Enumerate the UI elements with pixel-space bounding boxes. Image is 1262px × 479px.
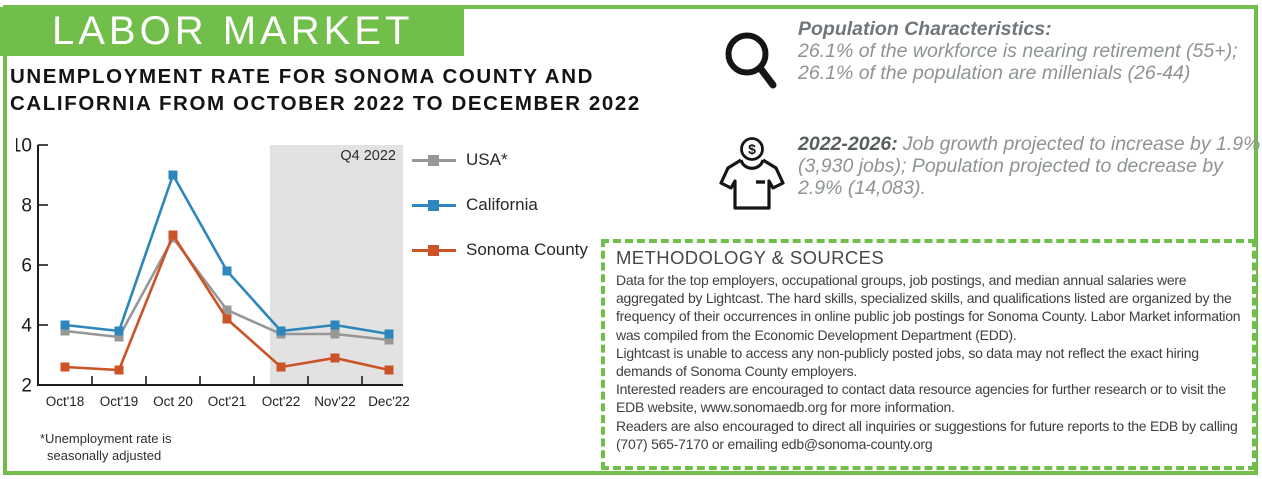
data-point	[114, 326, 124, 336]
methodology-paragraph: Lightcast is unable to access any non-pu…	[616, 344, 1199, 380]
data-point	[60, 362, 70, 372]
x-tick-label: Oct'21	[208, 394, 247, 409]
legend-label: California	[466, 195, 538, 214]
methodology-paragraph: Data for the top employers, occupational…	[616, 272, 1241, 343]
x-tick-label: Oct'22	[262, 394, 301, 409]
methodology-paragraph: Interested readers are encouraged to con…	[616, 381, 1226, 416]
chart-title-line-1: UNEMPLOYMENT RATE FOR SONOMA COUNTY AND	[10, 65, 595, 88]
dollar-glyph: $	[748, 141, 756, 157]
unemployment-line-chart: Q4 2022 2 4 6 8 10 Oct'18 Oct'19 Oct 20 Oct'21 Oct…	[16, 136, 410, 409]
population-heading: Population Characteristics:	[798, 18, 1052, 40]
data-point	[384, 335, 394, 345]
data-point	[60, 326, 70, 336]
data-point	[114, 365, 124, 375]
legend-swatch	[412, 199, 456, 211]
legend-item-usa-: USA*	[412, 150, 588, 169]
y-tick-label: 4	[21, 316, 32, 337]
data-point	[384, 365, 394, 375]
chart-footnote: *Unemployment rate is seasonally adjuste…	[40, 431, 172, 463]
y-tick-label: 2	[21, 376, 32, 397]
methodology-sources-box: METHODOLOGY & SOURCES Data for the top e…	[601, 239, 1256, 470]
projection-section: 2022-2026: Job growth projected to increa…	[798, 133, 1262, 199]
data-point	[60, 320, 70, 330]
chart-title: UNEMPLOYMENT RATE FOR SONOMA COUNTY AND …	[10, 63, 690, 117]
data-point	[114, 332, 124, 342]
data-point	[222, 314, 232, 324]
chart-title-line-2: CALIFORNIA FROM OCTOBER 2022 TO DECEMBER…	[10, 92, 641, 115]
q4-highlight-region	[270, 145, 403, 385]
data-point	[168, 170, 178, 180]
legend-label: Sonoma County	[466, 240, 588, 259]
y-tick-label: 6	[21, 256, 32, 277]
legend-swatch	[412, 244, 456, 256]
legend-label: USA*	[466, 150, 508, 169]
x-tick-label: Oct'18	[46, 394, 85, 409]
shirt-dollar-icon: $	[719, 137, 785, 210]
y-tick-label: 8	[21, 196, 32, 217]
y-tick-label: 10	[16, 136, 32, 157]
section-banner-title: LABOR MARKET	[52, 9, 414, 53]
data-point	[330, 353, 340, 363]
projection-body: Job growth projected to increase by 1.9%…	[798, 133, 1261, 199]
magnifier-icon	[725, 32, 777, 89]
population-body: 26.1% of the workforce is nearing retire…	[798, 40, 1238, 84]
data-point	[330, 320, 340, 330]
data-point	[222, 266, 232, 276]
section-banner: LABOR MARKET	[0, 7, 464, 56]
projection-heading: 2022-2026:	[798, 133, 898, 155]
x-tick-label: Dec'22	[368, 394, 410, 409]
methodology-heading: METHODOLOGY & SOURCES	[616, 247, 885, 268]
q4-label: Q4 2022	[340, 148, 396, 164]
data-point	[276, 362, 286, 372]
methodology-paragraph: Readers are also encouraged to direct al…	[616, 417, 1238, 452]
legend-swatch	[412, 154, 456, 166]
legend-item-california: California	[412, 195, 588, 214]
data-point	[276, 326, 286, 336]
legend-item-sonoma-county: Sonoma County	[412, 240, 588, 259]
x-tick-label: Oct 20	[153, 394, 193, 409]
data-point	[384, 329, 394, 339]
data-point	[222, 305, 232, 315]
population-characteristics-section: Population Characteristics: 26.1% of the…	[798, 18, 1262, 84]
chart-legend: USA* California Sonoma County	[412, 150, 588, 259]
data-point	[168, 230, 178, 240]
data-point	[330, 329, 340, 339]
x-tick-label: Oct'19	[100, 394, 139, 409]
x-tick-label: Nov'22	[314, 394, 356, 409]
